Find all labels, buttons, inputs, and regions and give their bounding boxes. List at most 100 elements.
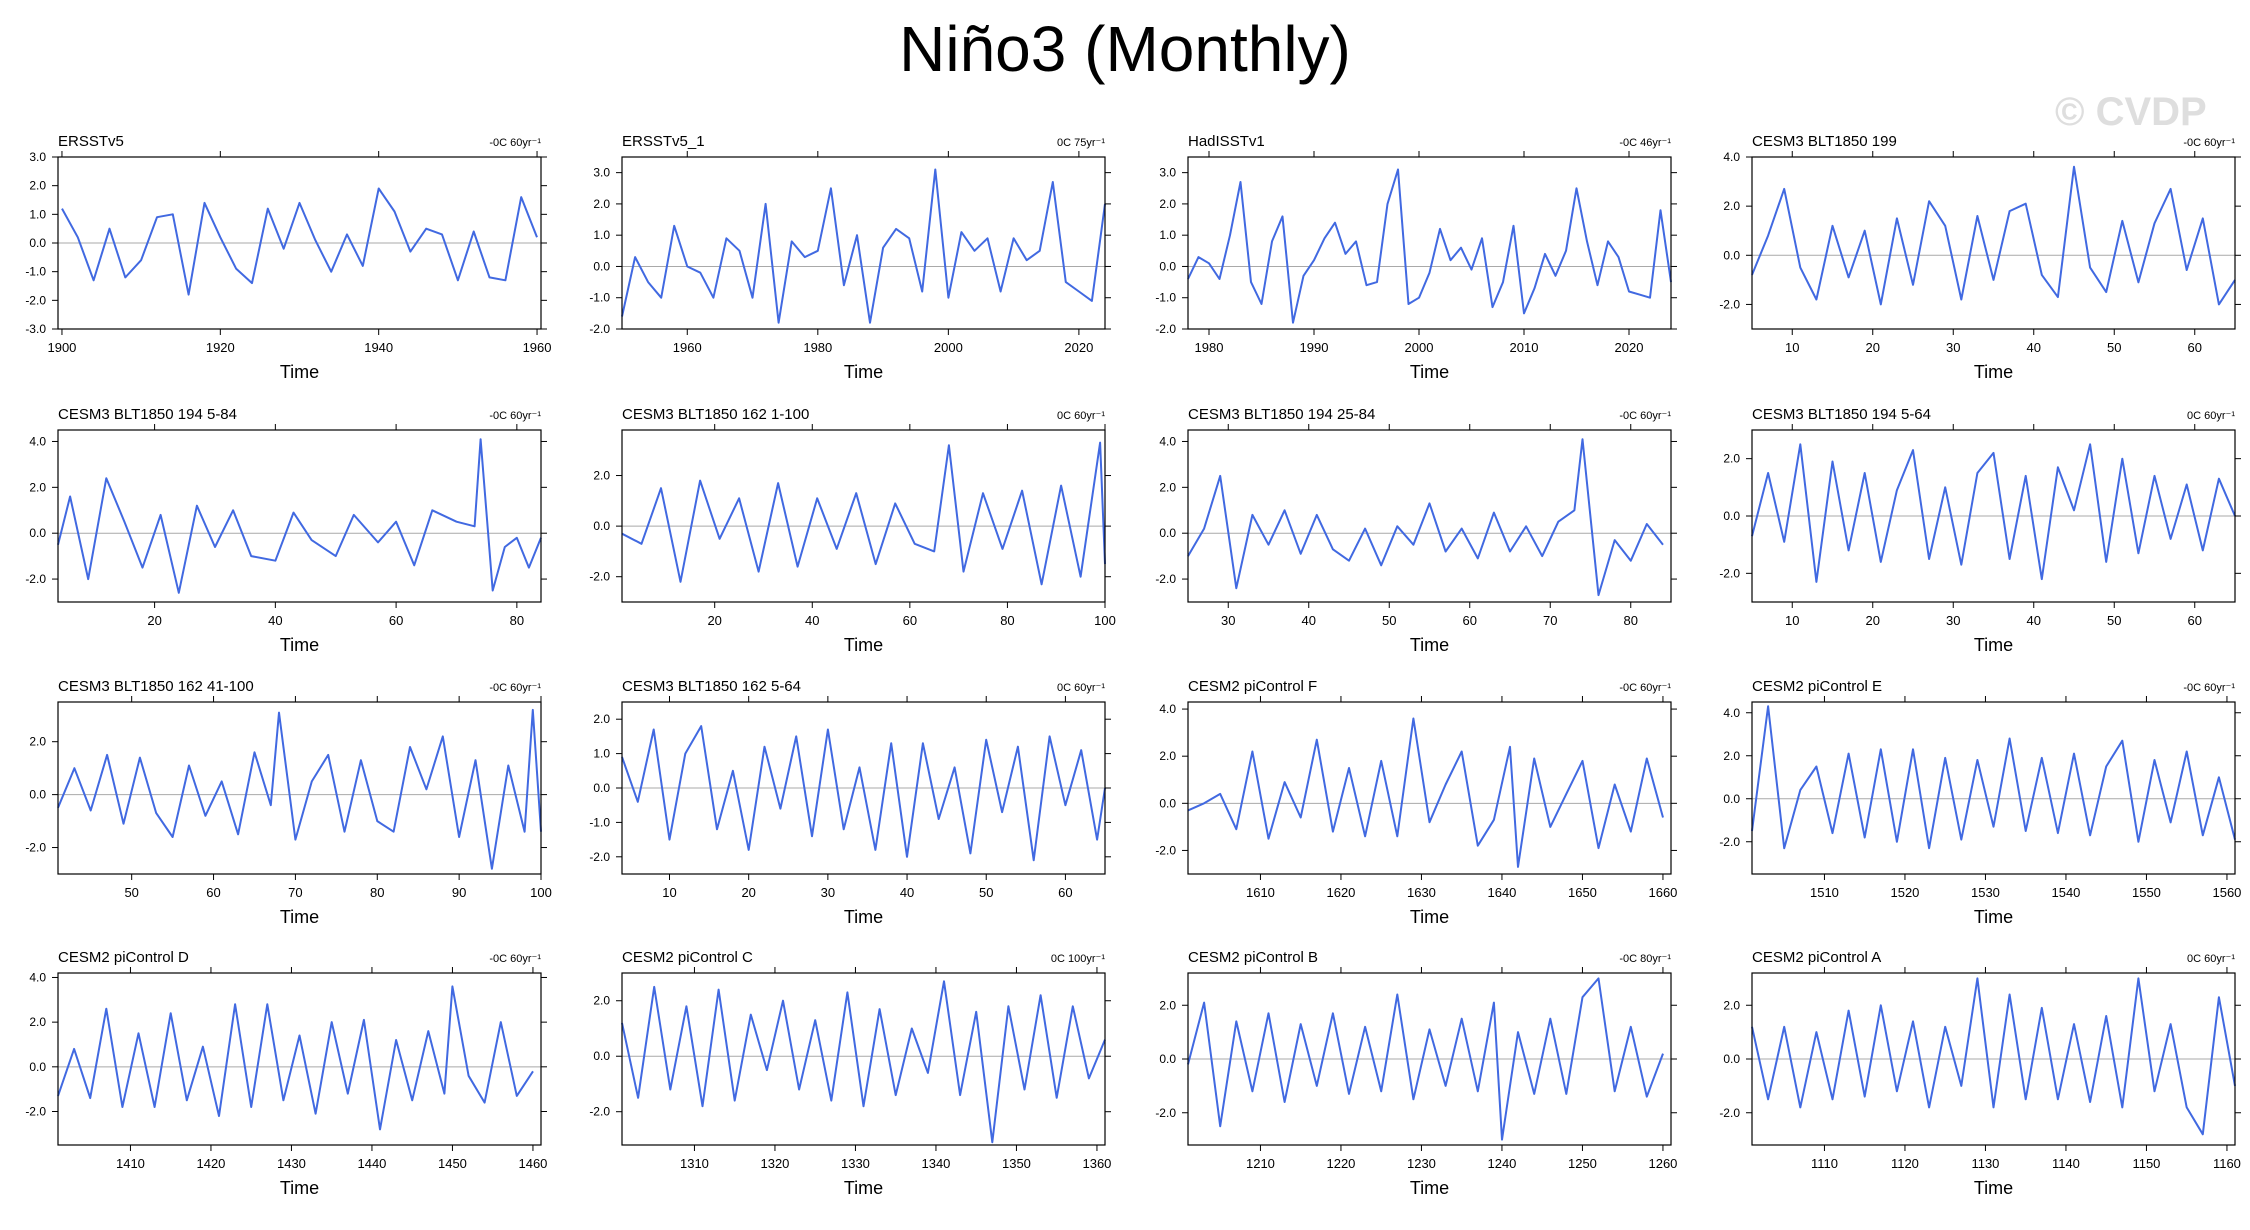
y-tick-label: 0.0: [29, 236, 46, 250]
y-tick-label: 2.0: [593, 197, 610, 211]
x-axis-label: Time: [1410, 907, 1449, 927]
y-tick-label: 2.0: [1159, 197, 1176, 211]
y-tick-label: -2.0: [25, 841, 46, 855]
series-line: [1187, 977, 1664, 1141]
x-tick-label: 80: [1624, 613, 1638, 628]
panel-title: CESM3 BLT1850 194 25-84: [1188, 406, 1375, 423]
y-tick-label: 2.0: [1723, 749, 1740, 763]
x-tick-label: 1560: [2212, 885, 2241, 900]
x-tick-label: 70: [1543, 613, 1557, 628]
x-axis-label: Time: [280, 1178, 319, 1198]
x-tick-label: 100: [1094, 613, 1116, 628]
y-tick-label: 0.0: [1159, 1052, 1176, 1066]
y-tick-label: 0.0: [593, 1049, 610, 1063]
x-tick-label: 2010: [1510, 340, 1539, 355]
y-tick-label: 2.0: [593, 994, 610, 1008]
x-tick-label: 1230: [1407, 1156, 1436, 1171]
y-tick-label: -2.0: [1719, 566, 1740, 580]
x-tick-label: 40: [2027, 340, 2041, 355]
x-axis-label: Time: [280, 635, 319, 655]
x-tick-label: 1520: [1890, 885, 1919, 900]
trend-label: -0C 60yr⁻¹: [1619, 410, 1671, 422]
panel-title: ERSSTv5: [58, 133, 124, 150]
trend-label: -0C 60yr⁻¹: [489, 410, 541, 422]
y-tick-label: -2.0: [1155, 322, 1176, 336]
x-tick-label: 50: [1382, 613, 1396, 628]
y-tick-label: -2.0: [1155, 843, 1176, 857]
x-tick-label: 1210: [1246, 1156, 1275, 1171]
figure-title: Niño3 (Monthly): [899, 13, 1351, 85]
trend-label: -0C 80yr⁻¹: [1619, 953, 1671, 965]
x-axis-label: Time: [844, 907, 883, 927]
y-tick-label: 1.0: [1159, 228, 1176, 242]
panel-title: CESM2 piControl E: [1752, 678, 1882, 695]
x-tick-label: 1940: [364, 340, 393, 355]
x-tick-label: 2020: [1615, 340, 1644, 355]
panel: ERSSTv5_1 0C 75yr⁻¹ 1960 1980 2000 2020 -2.0 -1…: [589, 133, 1111, 382]
y-tick-label: 0.0: [593, 519, 610, 533]
x-tick-label: 1120: [1891, 1156, 1919, 1171]
y-tick-label: -2.0: [589, 1105, 610, 1119]
panel-title: HadISSTv1: [1188, 133, 1265, 150]
y-tick-label: 0.0: [1159, 526, 1176, 540]
series-line: [1187, 438, 1664, 597]
y-tick-label: -2.0: [25, 293, 46, 307]
x-tick-label: 1410: [116, 1156, 145, 1171]
x-tick-label: 1320: [760, 1156, 789, 1171]
x-tick-label: 10: [662, 885, 676, 900]
x-tick-label: 60: [1058, 885, 1072, 900]
y-tick-label: 2.0: [29, 480, 46, 494]
y-tick-label: -2.0: [1155, 1106, 1176, 1120]
y-tick-label: 2.0: [1159, 998, 1176, 1012]
y-tick-label: 3.0: [593, 166, 610, 180]
trend-label: -0C 60yr⁻¹: [489, 682, 541, 694]
y-tick-label: -2.0: [589, 850, 610, 864]
x-tick-label: 80: [510, 613, 524, 628]
y-tick-label: -2.0: [1155, 572, 1176, 586]
plot-frame: [1187, 429, 1672, 603]
y-tick-label: 0.0: [29, 526, 46, 540]
x-tick-label: 1960: [673, 340, 702, 355]
trend-label: 0C 75yr⁻¹: [1057, 137, 1105, 149]
x-axis-label: Time: [1410, 635, 1449, 655]
x-tick-label: 1250: [1568, 1156, 1597, 1171]
panel: CESM3 BLT1850 162 1-100 0C 60yr⁻¹ 20 40 60 80…: [589, 406, 1116, 655]
x-tick-label: 1650: [1568, 885, 1597, 900]
x-tick-label: 60: [206, 885, 220, 900]
x-tick-label: 80: [1000, 613, 1014, 628]
y-tick-label: 4.0: [29, 970, 46, 984]
series-line: [1187, 717, 1664, 868]
x-tick-label: 1920: [206, 340, 235, 355]
y-tick-label: 0.0: [1723, 1052, 1740, 1066]
plot-frame: [57, 429, 542, 603]
x-tick-label: 1610: [1246, 885, 1275, 900]
x-tick-label: 1430: [277, 1156, 306, 1171]
series-line: [1751, 165, 2236, 306]
y-tick-label: -3.0: [25, 322, 46, 336]
x-tick-label: 1130: [1971, 1156, 1999, 1171]
y-tick-label: 2.0: [1723, 452, 1740, 466]
y-tick-label: -2.0: [1719, 835, 1740, 849]
x-tick-label: 50: [2107, 613, 2121, 628]
x-tick-label: 1550: [2132, 885, 2161, 900]
y-tick-label: 2.0: [1723, 998, 1740, 1012]
x-tick-label: 1530: [1971, 885, 2000, 900]
panel: CESM3 BLT1850 194 25-84 -0C 60yr⁻¹ 30 40 50 6…: [1155, 406, 1677, 655]
panel-title: CESM2 piControl A: [1752, 949, 1881, 966]
y-tick-label: 0.0: [29, 1060, 46, 1074]
panel-title: CESM3 BLT1850 162 5-64: [622, 678, 801, 695]
panel: CESM2 piControl E -0C 60yr⁻¹ 1510 1520 1530 1…: [1719, 678, 2241, 927]
y-tick-label: 0.0: [1723, 509, 1740, 523]
watermark: © CVDP: [2055, 90, 2207, 134]
series-line: [621, 441, 1106, 586]
plot-frame: [1187, 156, 1672, 330]
x-tick-label: 50: [124, 885, 138, 900]
y-tick-label: -2.0: [589, 570, 610, 584]
x-tick-label: 40: [1302, 613, 1316, 628]
y-tick-label: 2.0: [29, 1015, 46, 1029]
series-line: [57, 985, 534, 1131]
x-axis-label: Time: [844, 1178, 883, 1198]
plot-frame: [621, 972, 1106, 1146]
x-tick-label: 1460: [518, 1156, 547, 1171]
panel: CESM2 piControl B -0C 80yr⁻¹ 1210 1220 1230 1…: [1155, 949, 1677, 1198]
